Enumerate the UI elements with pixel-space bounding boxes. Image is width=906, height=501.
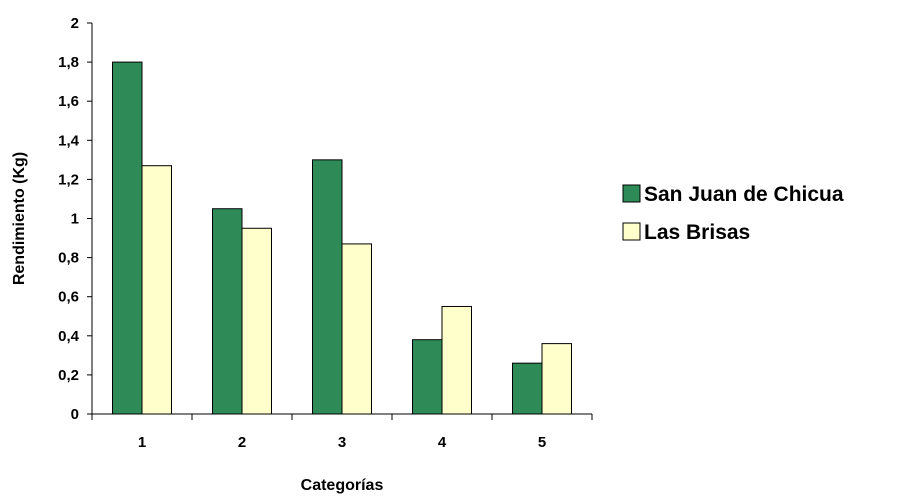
y-tick-label: 1,2: [58, 171, 79, 188]
legend-label-1: San Juan de Chicua: [644, 183, 844, 206]
y-tick-label: 1: [71, 211, 79, 228]
y-tick-label: 0,4: [58, 328, 80, 345]
bar-series-1-cat-2: [212, 208, 243, 415]
x-tick-label: 1: [138, 434, 146, 451]
legend: San Juan de Chicua Las Brisas: [622, 183, 844, 244]
y-tick-label: 0,6: [58, 289, 79, 306]
x-tick-label: 4: [438, 434, 447, 451]
ticks-layer: 0 0,2 0,4 0,6 0,8 1 1,2 1,4 1,6 1,8 2 1 2 3 4 5: [58, 15, 593, 451]
y-tick-label: 0,8: [58, 250, 79, 267]
y-tick-label: 0: [71, 406, 79, 423]
y-tick-label: 1,4: [58, 132, 80, 149]
bar-series-2-cat-3: [341, 243, 372, 415]
y-axis-title: Rendimiento (Kg): [11, 152, 28, 285]
x-tick-label: 3: [338, 434, 346, 451]
bar-series-1-cat-5: [512, 362, 543, 415]
x-tick-label: 5: [538, 434, 546, 451]
legend-swatch-1: [622, 184, 641, 203]
bar-series-2-cat-2: [241, 227, 272, 415]
bar-series-1-cat-4: [412, 339, 443, 415]
bar-series-2-cat-1: [141, 165, 172, 415]
y-tick-label: 1,8: [58, 54, 79, 71]
bars-layer: [112, 61, 572, 415]
y-tick-label: 0,2: [58, 367, 79, 384]
bar-series-2-cat-4: [441, 305, 472, 415]
legend-label-2: Las Brisas: [644, 221, 750, 244]
x-tick-label: 2: [238, 434, 246, 451]
y-tick-label: 2: [71, 15, 79, 32]
y-tick-label: 1,6: [58, 93, 79, 110]
bar-series-2-cat-5: [541, 343, 572, 415]
bar-series-1-cat-3: [312, 159, 343, 415]
x-axis-title: Categorías: [301, 477, 384, 494]
legend-swatch-2: [622, 222, 641, 241]
bar-series-1-cat-1: [112, 61, 143, 415]
